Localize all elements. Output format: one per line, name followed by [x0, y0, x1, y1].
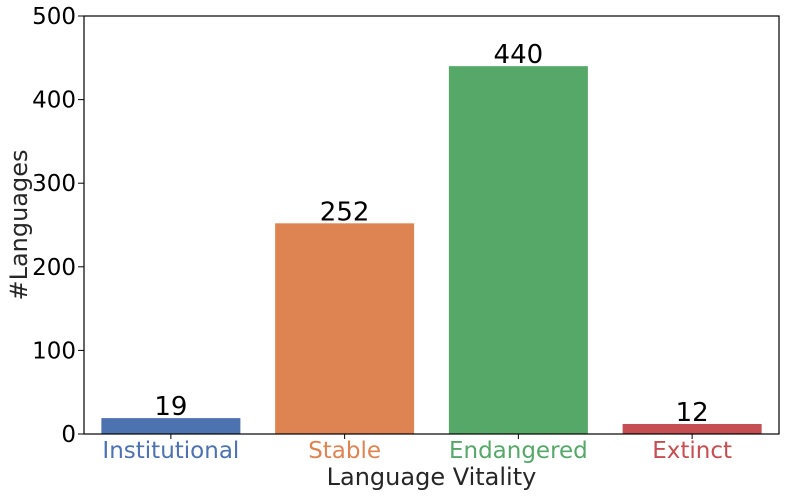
- y-tick-label: 500: [32, 4, 76, 30]
- x-tick-label: Stable: [308, 438, 381, 464]
- x-axis: Institutional Stable Endangered Extinct: [102, 434, 732, 464]
- y-tick-label: 200: [32, 255, 76, 281]
- y-tick-label: 300: [32, 171, 76, 197]
- x-tick-label: Endangered: [449, 438, 588, 464]
- bar-value-label: 19: [154, 392, 187, 422]
- x-tick-label: Extinct: [652, 438, 732, 464]
- y-axis: 0 100 200 300 400 500: [32, 4, 84, 448]
- y-axis-label: #Languages: [5, 149, 33, 300]
- bar-value-label: 252: [320, 197, 370, 227]
- bars-group: [101, 66, 762, 434]
- bar-value-label: 440: [494, 40, 544, 70]
- bar-value-label: 12: [676, 398, 709, 428]
- x-tick-label: Institutional: [102, 438, 239, 464]
- bar-institutional: [101, 418, 241, 434]
- bar-extinct: [622, 423, 762, 434]
- x-axis-label: Language Vitality: [327, 463, 537, 491]
- y-tick-label: 400: [32, 88, 76, 114]
- y-tick-label: 0: [61, 422, 76, 448]
- bar-stable: [275, 223, 415, 434]
- value-labels-group: 19 252 440 12: [154, 40, 708, 428]
- y-tick-label: 100: [32, 338, 76, 364]
- bar-endangered: [448, 66, 588, 434]
- plot-frame: [83, 15, 780, 435]
